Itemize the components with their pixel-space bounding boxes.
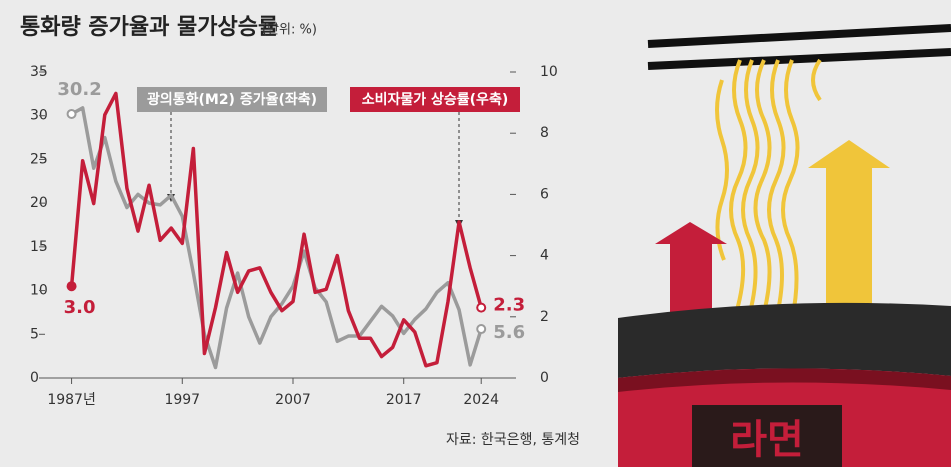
y-tick-label: 15 <box>30 239 48 255</box>
y2-tick-label: 4 <box>540 248 549 264</box>
y2-tick-label: 8 <box>540 125 549 141</box>
x-tick-label: 2024 <box>463 392 499 408</box>
y2-tick-label: 10 <box>540 64 558 80</box>
x-tick-label: 1997 <box>164 392 200 408</box>
end-marker <box>66 108 77 119</box>
y-tick-label: 25 <box>30 151 48 167</box>
value-label: 2.3 <box>493 295 525 316</box>
value-label: 5.6 <box>493 322 525 343</box>
chopstick <box>647 24 951 48</box>
end-marker <box>476 302 487 313</box>
x-tick-label: 2007 <box>275 392 311 408</box>
cup-logo: 라면 <box>730 417 804 463</box>
y2-tick-label: 2 <box>540 309 549 325</box>
chart-subtitle: (단위: %) <box>262 23 317 38</box>
legend-label: 소비자물가 상승률(우축) <box>362 91 508 108</box>
arrow-up <box>655 222 727 330</box>
series-line <box>69 91 483 368</box>
cup-band <box>618 368 951 392</box>
legend-box <box>137 87 327 112</box>
series-line <box>70 106 483 370</box>
value-label: 30.2 <box>57 79 101 100</box>
end-marker <box>476 324 487 335</box>
illustration: 라면 <box>618 24 951 467</box>
y-tick-label: 30 <box>30 108 48 124</box>
noodles <box>715 58 822 321</box>
y2-tick-label: 6 <box>540 186 549 202</box>
legend-box <box>350 87 520 112</box>
y-tick-label: 0 <box>30 370 39 386</box>
x-tick-label: 2017 <box>386 392 422 408</box>
source: 자료: 한국은행, 통계청 <box>446 432 580 448</box>
y-tick-label: 35 <box>30 64 48 80</box>
chart-title: 통화량 증가율과 물가상승률 <box>20 15 278 40</box>
y-tick-label: 20 <box>30 195 48 211</box>
chopstick <box>647 48 951 70</box>
y-tick-label: 5 <box>30 326 39 342</box>
end-marker <box>66 281 77 292</box>
value-label: 3.0 <box>64 297 96 318</box>
x-tick-label: 1987년 <box>47 392 96 408</box>
y2-tick-label: 0 <box>540 370 549 386</box>
cup-rim <box>618 302 951 378</box>
cup-logo-box <box>692 405 842 467</box>
y-tick-label: 10 <box>30 283 48 299</box>
legend-label: 광의통화(M2) 증가율(좌축) <box>147 91 317 108</box>
arrow-up <box>808 140 890 330</box>
